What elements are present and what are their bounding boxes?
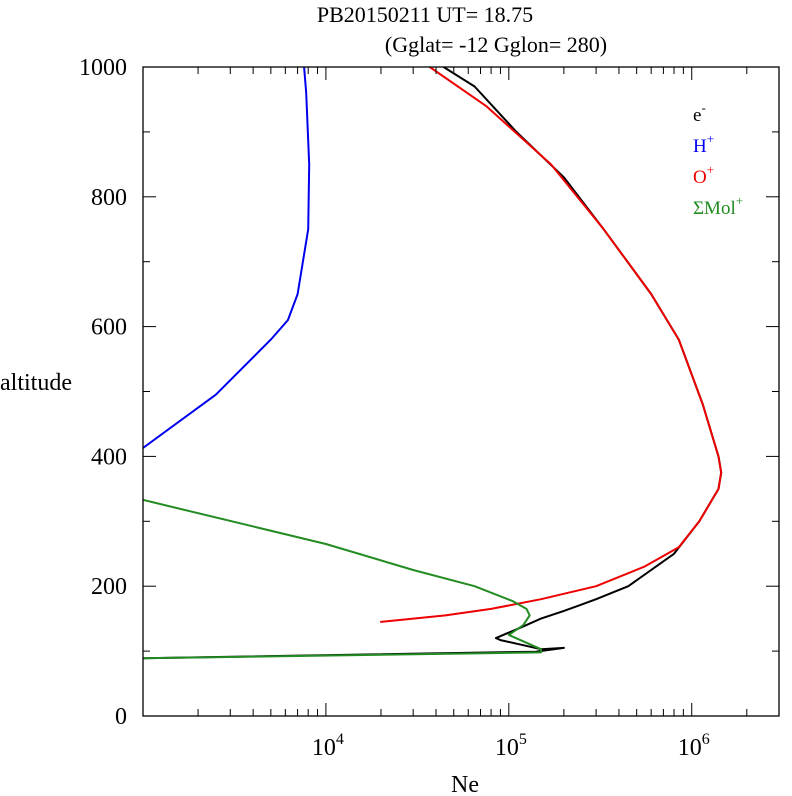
y-tick-label: 800 bbox=[91, 185, 127, 211]
x-tick-label: 105 bbox=[495, 731, 527, 761]
plot-frame bbox=[142, 66, 780, 717]
legend-entry-e: e- bbox=[693, 100, 706, 126]
x-tick-label: 106 bbox=[678, 731, 710, 761]
x-axis-label: Ne bbox=[451, 772, 479, 796]
legend-entry-o: O+ bbox=[693, 162, 714, 188]
axis-layer: 0 200 400 600 800 1000 104 105 106 bbox=[79, 55, 779, 761]
legend-entry-h: H+ bbox=[693, 131, 714, 157]
series-line-e bbox=[143, 67, 723, 660]
y-axis-label: altitude bbox=[0, 370, 72, 396]
y-tick-label: 400 bbox=[91, 444, 127, 470]
series-line-mol bbox=[143, 498, 542, 660]
series-line-o bbox=[380, 67, 723, 623]
x-tick-label: 104 bbox=[312, 731, 344, 761]
series-layer bbox=[143, 67, 723, 660]
legend-entry-mol: ΣMol+ bbox=[693, 193, 743, 219]
chart-subtitle: (Gglat= -12 Gglon= 280) bbox=[385, 32, 607, 57]
y-tick-label: 200 bbox=[91, 574, 127, 600]
series-line-h bbox=[143, 67, 311, 449]
y-tick-label: 1000 bbox=[79, 55, 127, 81]
y-tick-label: 0 bbox=[115, 704, 127, 730]
chart-title: PB20150211 UT= 18.75 bbox=[317, 2, 533, 27]
y-tick-label: 600 bbox=[91, 315, 127, 341]
legend: e- H+ O+ ΣMol+ bbox=[693, 100, 743, 219]
